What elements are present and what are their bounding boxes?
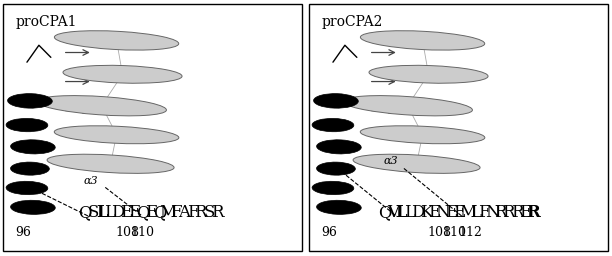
Text: E: E <box>453 205 465 221</box>
Text: Q: Q <box>378 205 392 221</box>
Text: Q: Q <box>78 205 92 221</box>
Text: Q: Q <box>152 205 166 221</box>
Text: E: E <box>120 205 133 221</box>
Ellipse shape <box>54 31 179 50</box>
Text: V: V <box>387 205 399 221</box>
Ellipse shape <box>316 140 361 154</box>
Text: L: L <box>404 205 415 221</box>
FancyBboxPatch shape <box>309 4 608 251</box>
Ellipse shape <box>343 95 472 116</box>
Text: 96: 96 <box>15 226 31 239</box>
Text: L: L <box>470 205 481 221</box>
Text: R: R <box>526 205 540 221</box>
Text: Q: Q <box>136 205 150 221</box>
Text: R: R <box>195 205 207 221</box>
Text: R: R <box>211 205 223 221</box>
Text: D: D <box>111 205 125 221</box>
Text: M: M <box>159 205 176 221</box>
Text: N: N <box>485 205 499 221</box>
Text: E: E <box>145 205 157 221</box>
Text: 108: 108 <box>427 226 452 239</box>
Ellipse shape <box>54 126 179 144</box>
Text: E: E <box>519 205 531 221</box>
Ellipse shape <box>353 154 480 173</box>
Text: 110: 110 <box>442 226 467 239</box>
Text: E: E <box>444 205 457 221</box>
Ellipse shape <box>360 31 485 50</box>
Text: α3: α3 <box>383 156 398 166</box>
Ellipse shape <box>312 119 354 132</box>
Text: F: F <box>478 205 490 221</box>
Text: R: R <box>494 205 507 221</box>
Text: F: F <box>187 205 198 221</box>
Ellipse shape <box>316 200 361 214</box>
Ellipse shape <box>312 181 354 195</box>
Ellipse shape <box>316 162 356 175</box>
Text: α3: α3 <box>83 176 98 186</box>
Ellipse shape <box>63 65 182 83</box>
Ellipse shape <box>10 162 50 175</box>
FancyBboxPatch shape <box>3 4 302 251</box>
Text: 110: 110 <box>130 226 155 239</box>
Text: E: E <box>129 205 141 221</box>
Text: S: S <box>88 205 99 221</box>
Text: proCPA1: proCPA1 <box>15 15 76 29</box>
Text: 112: 112 <box>458 226 482 239</box>
Text: S: S <box>203 205 215 221</box>
Text: L: L <box>96 205 107 221</box>
Text: E: E <box>428 205 441 221</box>
Ellipse shape <box>7 94 52 108</box>
Text: N: N <box>435 205 450 221</box>
Text: proCPA2: proCPA2 <box>321 15 382 29</box>
Text: K: K <box>420 205 432 221</box>
Text: A: A <box>178 205 190 221</box>
Ellipse shape <box>360 126 485 144</box>
Ellipse shape <box>47 154 174 173</box>
Ellipse shape <box>369 65 488 83</box>
Text: D: D <box>411 205 424 221</box>
Text: F: F <box>170 205 182 221</box>
Text: R: R <box>510 205 523 221</box>
Text: R: R <box>502 205 515 221</box>
Ellipse shape <box>10 200 55 214</box>
Ellipse shape <box>37 95 166 116</box>
Ellipse shape <box>313 94 358 108</box>
Text: L: L <box>105 205 115 221</box>
Text: 96: 96 <box>321 226 337 239</box>
Ellipse shape <box>10 140 55 154</box>
Text: M: M <box>459 205 476 221</box>
Ellipse shape <box>6 119 48 132</box>
Text: 108: 108 <box>115 226 140 239</box>
Ellipse shape <box>6 181 48 195</box>
Text: L: L <box>395 205 407 221</box>
